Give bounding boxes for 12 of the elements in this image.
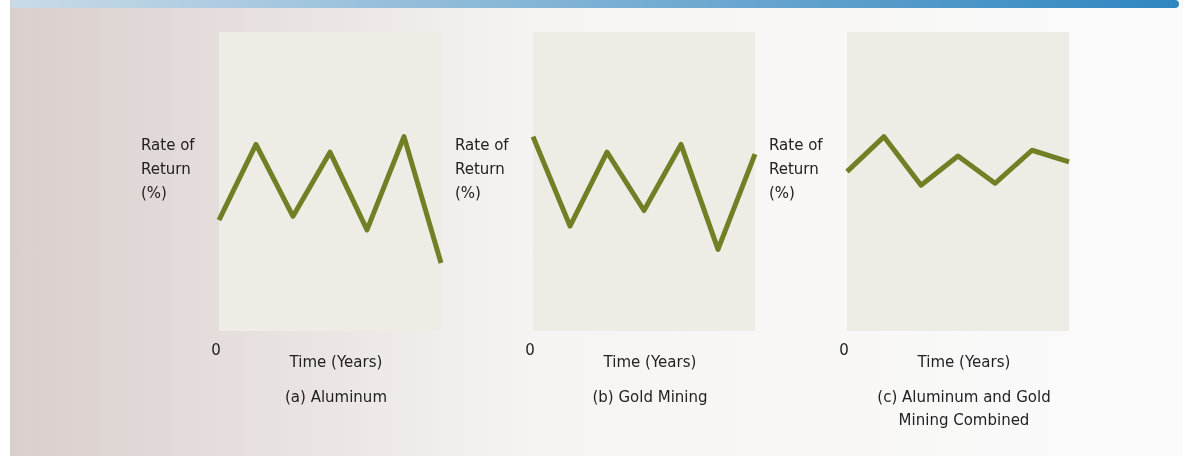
- text: 0: [839, 341, 849, 359]
- y-axis-title: Rate of Return (%): [141, 136, 196, 202]
- text: 0: [211, 341, 221, 359]
- y-axis-title: Rate of Return (%): [455, 136, 510, 202]
- text: (b) Gold Mining: [592, 388, 708, 406]
- y-axis-title: Rate of Return (%): [769, 136, 824, 202]
- text: 0: [525, 341, 535, 359]
- x-axis-title: Time (Years): [288, 353, 383, 371]
- text: (c) Aluminum and Gold Mining Combined: [877, 388, 1051, 429]
- text: (a) Aluminum: [284, 388, 388, 406]
- x-axis-title: Time (Years): [602, 353, 697, 371]
- x-axis-title: Time (Years): [916, 353, 1011, 371]
